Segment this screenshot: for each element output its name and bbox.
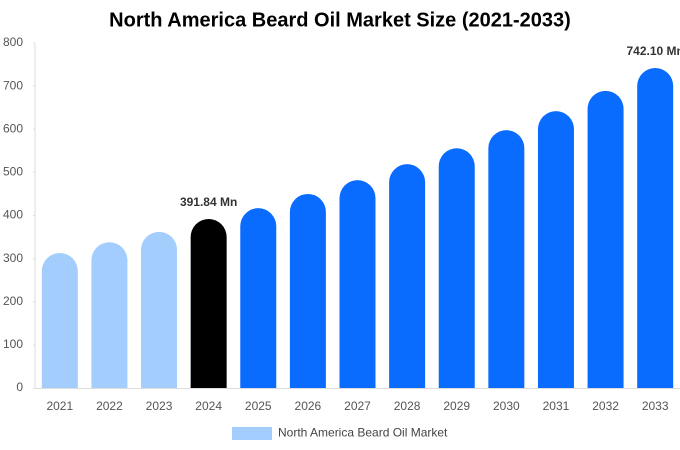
x-tick-label: 2029 <box>443 399 470 413</box>
x-tick-label: 2026 <box>295 399 322 413</box>
bar <box>190 219 227 388</box>
x-tick-label: 2022 <box>96 399 123 413</box>
bar <box>339 180 376 388</box>
chart-title: North America Beard Oil Market Size (202… <box>109 9 571 31</box>
y-tick-label: 200 <box>3 294 23 308</box>
bar <box>91 242 128 388</box>
bar <box>240 208 277 388</box>
y-tick-label: 400 <box>3 208 23 222</box>
bar <box>587 90 624 389</box>
x-tick-label: 2030 <box>493 399 520 413</box>
x-tick-label: 2025 <box>245 399 272 413</box>
x-tick-label: 2027 <box>344 399 371 413</box>
x-tick-label: 2032 <box>592 399 619 413</box>
x-tick-label: 2023 <box>146 399 173 413</box>
legend-swatch <box>232 427 272 440</box>
data-label: 391.84 Mn <box>180 195 237 209</box>
y-tick-label: 700 <box>3 78 23 92</box>
x-tick-label: 2021 <box>46 399 73 413</box>
x-tick-label: 2028 <box>394 399 421 413</box>
legend-label: North America Beard Oil Market <box>278 426 448 440</box>
bar <box>289 193 326 388</box>
x-tick-label: 2033 <box>642 399 669 413</box>
y-tick-label: 100 <box>3 337 23 351</box>
y-tick-label: 0 <box>16 380 23 394</box>
y-tick-label: 500 <box>3 165 23 179</box>
data-label: 742.10 Mn <box>627 44 680 58</box>
bar <box>389 164 426 388</box>
y-tick-label: 800 <box>3 35 23 49</box>
bar <box>41 253 78 388</box>
bar <box>488 130 525 388</box>
y-tick-label: 600 <box>3 121 23 135</box>
x-tick-label: 2031 <box>543 399 570 413</box>
bar <box>141 231 178 388</box>
bar <box>637 67 674 389</box>
x-tick-label: 2024 <box>195 399 222 413</box>
y-tick-label: 300 <box>3 251 23 265</box>
bar <box>537 111 574 388</box>
bar <box>438 148 475 388</box>
